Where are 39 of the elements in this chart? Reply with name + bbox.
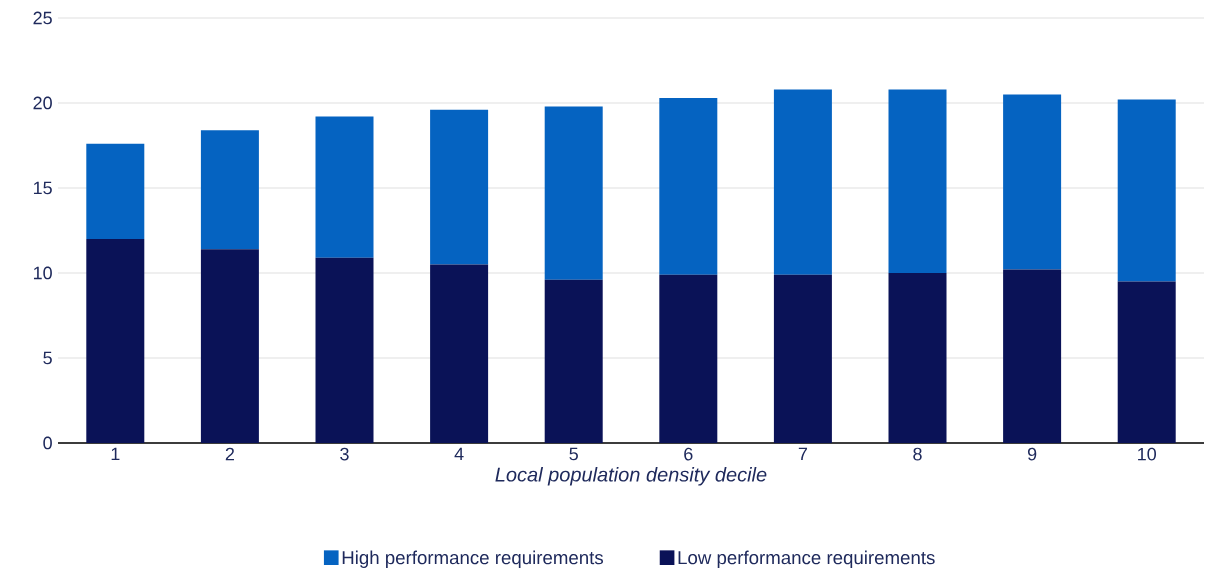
x-tick-label: 10 [1138,447,1157,461]
bar [888,89,947,273]
y-tick-label: 0 [43,436,52,450]
bar [1003,269,1062,443]
bar [430,109,489,265]
x-tick-label: 1 [111,447,120,460]
legend-label: Low performance requirements [678,550,935,568]
y-tick-label: 15 [33,181,52,195]
y-tick-label: 20 [33,96,52,110]
bar [1117,281,1176,443]
bar [315,257,374,443]
y-tick-label: 25 [33,11,52,25]
x-tick-label: 4 [454,447,464,460]
bar [659,274,718,443]
bar [86,238,145,443]
legend-label: High performance requirements [342,550,604,568]
bar [200,248,259,443]
bar [315,116,374,258]
x-tick-label: 8 [913,447,922,461]
x-tick-label: 7 [798,447,808,460]
x-tick-label: 2 [225,447,235,461]
bar [1003,94,1062,270]
x-tick-label: 9 [1027,447,1037,461]
bar [659,97,718,275]
bar [773,89,832,275]
y-tick-label: 10 [33,266,52,280]
bar [430,264,489,443]
bar [544,106,603,280]
bar [200,129,259,249]
y-tick-label: 5 [43,351,52,365]
bar [773,274,832,443]
x-tick-label: 5 [569,447,578,461]
x-tick-label: 6 [684,447,693,461]
x-tick-label: 3 [340,447,349,461]
bar [86,143,145,239]
bar [544,279,603,443]
bar [1117,99,1176,282]
bar [888,272,947,443]
x-axis-title: Local population density decile [495,466,767,486]
